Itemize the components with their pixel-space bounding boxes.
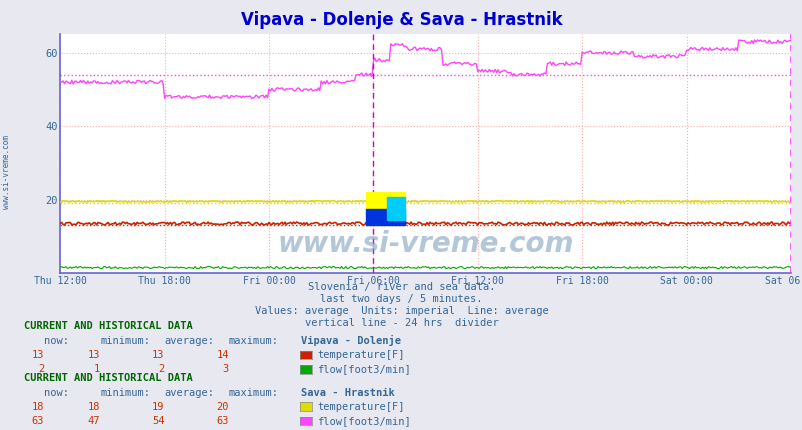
Text: last two days / 5 minutes.: last two days / 5 minutes. xyxy=(320,294,482,304)
Text: temperature[F]: temperature[F] xyxy=(317,350,404,360)
Text: minimum:: minimum: xyxy=(100,336,150,346)
Text: vertical line - 24 hrs  divider: vertical line - 24 hrs divider xyxy=(304,318,498,328)
Text: Values: average  Units: imperial  Line: average: Values: average Units: imperial Line: av… xyxy=(254,306,548,316)
Text: 47: 47 xyxy=(87,416,100,426)
Text: Vipava - Dolenje: Vipava - Dolenje xyxy=(301,335,401,346)
Text: 3: 3 xyxy=(222,364,229,375)
Text: now:: now: xyxy=(44,387,69,398)
Text: 63: 63 xyxy=(216,416,229,426)
Text: 20: 20 xyxy=(216,402,229,412)
Text: 63: 63 xyxy=(31,416,44,426)
Text: now:: now: xyxy=(44,336,69,346)
Text: 14: 14 xyxy=(216,350,229,360)
Text: Sava - Hrastnik: Sava - Hrastnik xyxy=(301,387,395,398)
Bar xyxy=(366,209,404,225)
Text: 19: 19 xyxy=(152,402,164,412)
Text: 54: 54 xyxy=(152,416,164,426)
Text: 2: 2 xyxy=(38,364,44,375)
Text: minimum:: minimum: xyxy=(100,387,150,398)
Text: 18: 18 xyxy=(87,402,100,412)
Text: CURRENT AND HISTORICAL DATA: CURRENT AND HISTORICAL DATA xyxy=(24,321,192,331)
Bar xyxy=(387,197,404,220)
Text: Slovenia / river and sea data.: Slovenia / river and sea data. xyxy=(307,282,495,292)
Text: www.si-vreme.com: www.si-vreme.com xyxy=(2,135,11,209)
Text: 13: 13 xyxy=(31,350,44,360)
Text: flow[foot3/min]: flow[foot3/min] xyxy=(317,416,411,426)
Text: temperature[F]: temperature[F] xyxy=(317,402,404,412)
Text: 13: 13 xyxy=(87,350,100,360)
Text: flow[foot3/min]: flow[foot3/min] xyxy=(317,364,411,375)
Text: maximum:: maximum: xyxy=(229,387,278,398)
Text: maximum:: maximum: xyxy=(229,336,278,346)
Text: 13: 13 xyxy=(152,350,164,360)
Text: average:: average: xyxy=(164,387,214,398)
Text: 1: 1 xyxy=(94,364,100,375)
Text: Vipava - Dolenje & Sava - Hrastnik: Vipava - Dolenje & Sava - Hrastnik xyxy=(241,11,561,29)
Text: CURRENT AND HISTORICAL DATA: CURRENT AND HISTORICAL DATA xyxy=(24,372,192,383)
Text: 18: 18 xyxy=(31,402,44,412)
Text: average:: average: xyxy=(164,336,214,346)
Text: 2: 2 xyxy=(158,364,164,375)
Bar xyxy=(366,192,404,209)
Text: www.si-vreme.com: www.si-vreme.com xyxy=(277,230,573,258)
